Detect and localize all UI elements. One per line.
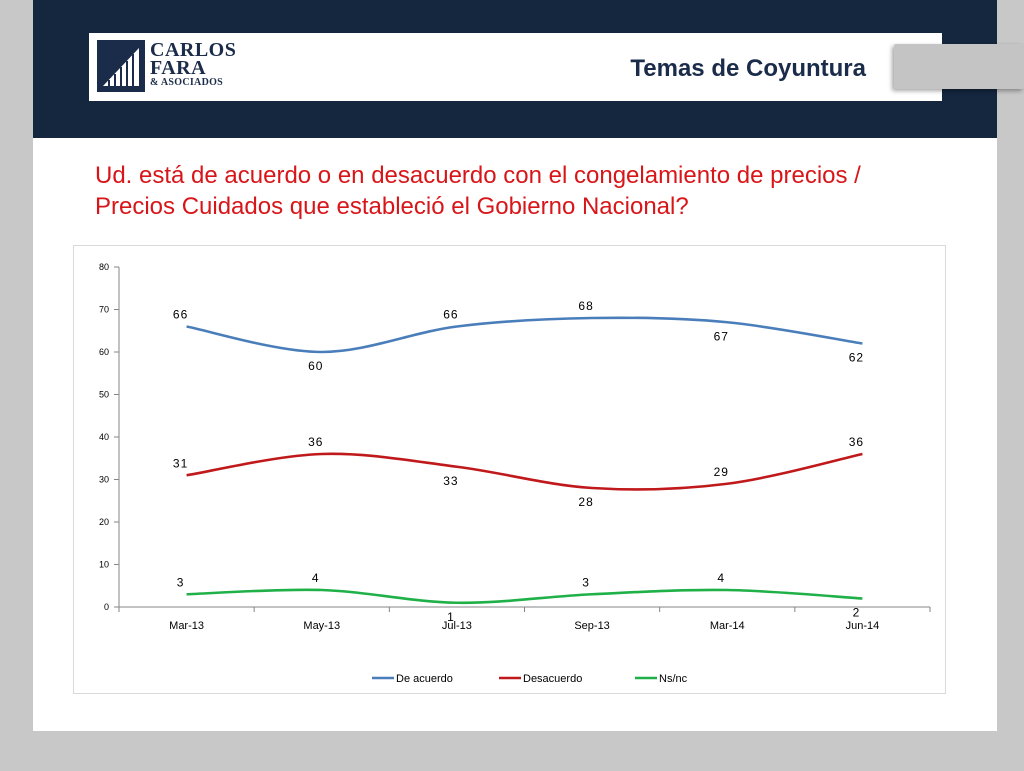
data-label: 33 (443, 474, 458, 488)
x-tick-label: Jul-13 (442, 620, 472, 632)
legend-label: Ns/nc (659, 673, 688, 685)
data-label: 3 (582, 575, 590, 589)
side-tab (894, 44, 1024, 89)
legend-label: Desacuerdo (523, 673, 582, 685)
logo-line-2: FARA (150, 57, 207, 79)
y-tick-label: 80 (99, 262, 109, 272)
data-label: 60 (308, 359, 323, 373)
y-tick-label: 70 (99, 305, 109, 315)
y-tick-label: 30 (99, 475, 109, 485)
legend-label: De acuerdo (396, 673, 453, 685)
data-label: 4 (312, 571, 320, 585)
x-tick-label: Mar-14 (710, 620, 745, 632)
data-label: 62 (849, 351, 864, 365)
data-label: 29 (714, 465, 729, 479)
chart-container: 0 10 20 30 40 50 60 70 80 Mar-13 May-13 Jul-13 Sep-1… (73, 245, 946, 694)
data-label: 66 (443, 308, 458, 322)
data-label: 67 (714, 329, 729, 343)
logo-line-3: & ASOCIADOS (150, 77, 224, 88)
question-title: Ud. está de acuerdo o en desacuerdo con … (95, 162, 861, 220)
data-label: 28 (578, 495, 593, 509)
y-tick-label: 50 (99, 390, 109, 400)
data-label: 3 (177, 575, 185, 589)
logo-line-1: CARLOS (150, 39, 237, 61)
data-label: 31 (173, 456, 188, 470)
x-tick-label: May-13 (303, 620, 340, 632)
header-box (89, 33, 942, 101)
y-tick-label: 0 (104, 602, 109, 612)
line-chart: 0 10 20 30 40 50 60 70 80 Mar-13 May-13 Jul-13 Sep-1… (99, 262, 931, 685)
y-tick-label: 10 (99, 560, 109, 570)
data-label: 1 (447, 610, 455, 624)
data-label: 4 (717, 571, 725, 585)
x-tick-label: Jun-14 (846, 620, 880, 632)
data-label: 66 (173, 308, 188, 322)
series-line-1 (186, 452, 863, 491)
y-tick-label: 40 (99, 432, 109, 442)
series-line-2 (186, 588, 863, 605)
data-label: 68 (578, 299, 593, 313)
series-line-0 (186, 316, 863, 354)
y-tick-label: 60 (99, 347, 109, 357)
y-tick-label: 20 (99, 517, 109, 527)
logo-icon (97, 40, 145, 92)
data-label: 36 (308, 435, 323, 449)
data-label: 2 (853, 606, 861, 620)
x-tick-label: Sep-13 (574, 620, 609, 632)
topic-title: Temas de Coyuntura (630, 55, 866, 82)
x-tick-label: Mar-13 (169, 620, 204, 632)
logo-text: CARLOS FARA & ASOCIADOS (150, 39, 237, 89)
data-label: 36 (849, 435, 864, 449)
